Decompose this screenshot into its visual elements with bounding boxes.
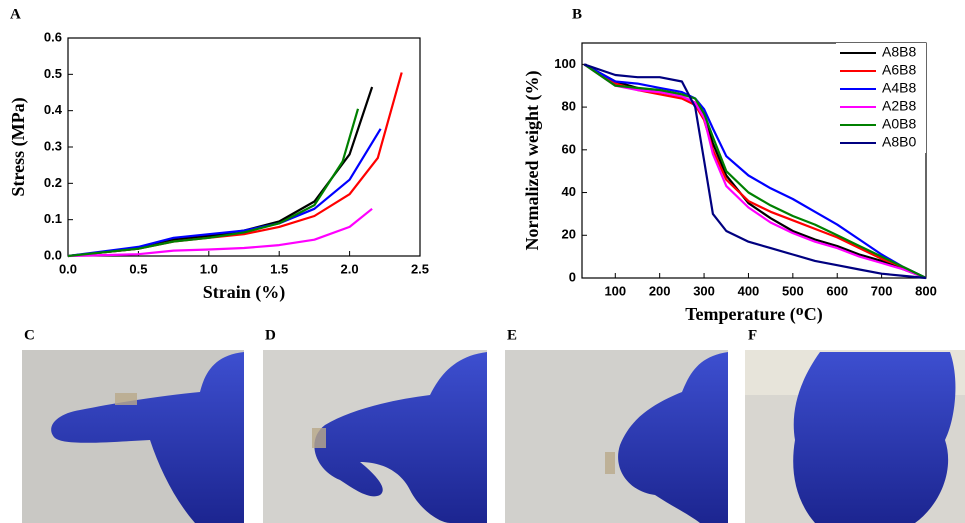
photo [22, 350, 244, 523]
x-axis-title: Temperature (ᴼC) [685, 304, 823, 325]
x-tick-label: 400 [738, 283, 760, 298]
y-axis-title: Stress (MPa) [8, 97, 29, 196]
photo [263, 350, 487, 523]
y-tick-label: 0 [569, 269, 576, 284]
y-tick-label: 0.4 [44, 102, 63, 117]
data-line [583, 63, 927, 280]
panel-label: D [265, 327, 276, 343]
y-tick-label: 0.0 [44, 247, 62, 262]
panel-label: B [572, 6, 582, 22]
x-tick-label: 600 [826, 283, 848, 298]
panel-label: F [748, 327, 757, 343]
x-tick-label: 1.0 [200, 261, 218, 276]
x-tick-label: 2.5 [411, 261, 429, 276]
legend-label: A8B8 [882, 44, 916, 60]
x-tick-label: 1.5 [270, 261, 288, 276]
photo [505, 350, 728, 523]
sensor [312, 428, 326, 448]
x-tick-label: 100 [604, 283, 626, 298]
x-tick-label: 800 [915, 283, 937, 298]
plot-frame [67, 37, 421, 257]
y-tick-label: 0.1 [44, 211, 62, 226]
y-tick-label: 20 [562, 227, 576, 242]
y-tick-label: 0.5 [44, 66, 62, 81]
legend-label: A2B8 [882, 98, 916, 114]
data-line [67, 207, 373, 258]
sensor [115, 393, 137, 405]
x-tick-label: 0.5 [129, 261, 147, 276]
x-tick-label: 300 [693, 283, 715, 298]
glove [793, 352, 956, 523]
y-tick-label: 0.2 [44, 175, 62, 190]
x-tick-label: 0.0 [59, 261, 77, 276]
glove [618, 352, 728, 523]
x-tick-label: 700 [871, 283, 893, 298]
data-line [583, 63, 927, 280]
legend-label: A4B8 [882, 80, 916, 96]
panel-label: E [507, 327, 517, 343]
data-line [67, 108, 360, 258]
x-axis-title: Strain (%) [203, 282, 286, 303]
data-line [67, 72, 403, 258]
data-line [67, 86, 374, 258]
glove [51, 352, 244, 523]
y-tick-label: 0.3 [44, 138, 62, 153]
x-tick-label: 500 [782, 283, 804, 298]
plot-frame [581, 42, 927, 279]
legend-label: A6B8 [882, 62, 916, 78]
data-line [67, 128, 382, 258]
panel-label: A [10, 6, 21, 22]
glove [314, 352, 487, 523]
y-tick-label: 80 [562, 99, 576, 114]
y-axis-title: Normalized weight (%) [522, 71, 543, 251]
data-line [583, 63, 927, 279]
x-tick-label: 2.0 [341, 261, 359, 276]
y-tick-label: 0.6 [44, 29, 62, 44]
legend-box [836, 43, 926, 153]
photo [745, 350, 965, 523]
data-line [583, 63, 927, 279]
legend-label: A0B8 [882, 116, 916, 132]
panel-label: C [24, 327, 35, 343]
y-tick-label: 60 [562, 141, 576, 156]
data-line [583, 63, 927, 279]
x-tick-label: 200 [649, 283, 671, 298]
sensor [605, 452, 615, 474]
legend-label: A8B0 [882, 134, 916, 150]
y-tick-label: 40 [562, 184, 576, 199]
y-tick-label: 100 [554, 56, 576, 71]
